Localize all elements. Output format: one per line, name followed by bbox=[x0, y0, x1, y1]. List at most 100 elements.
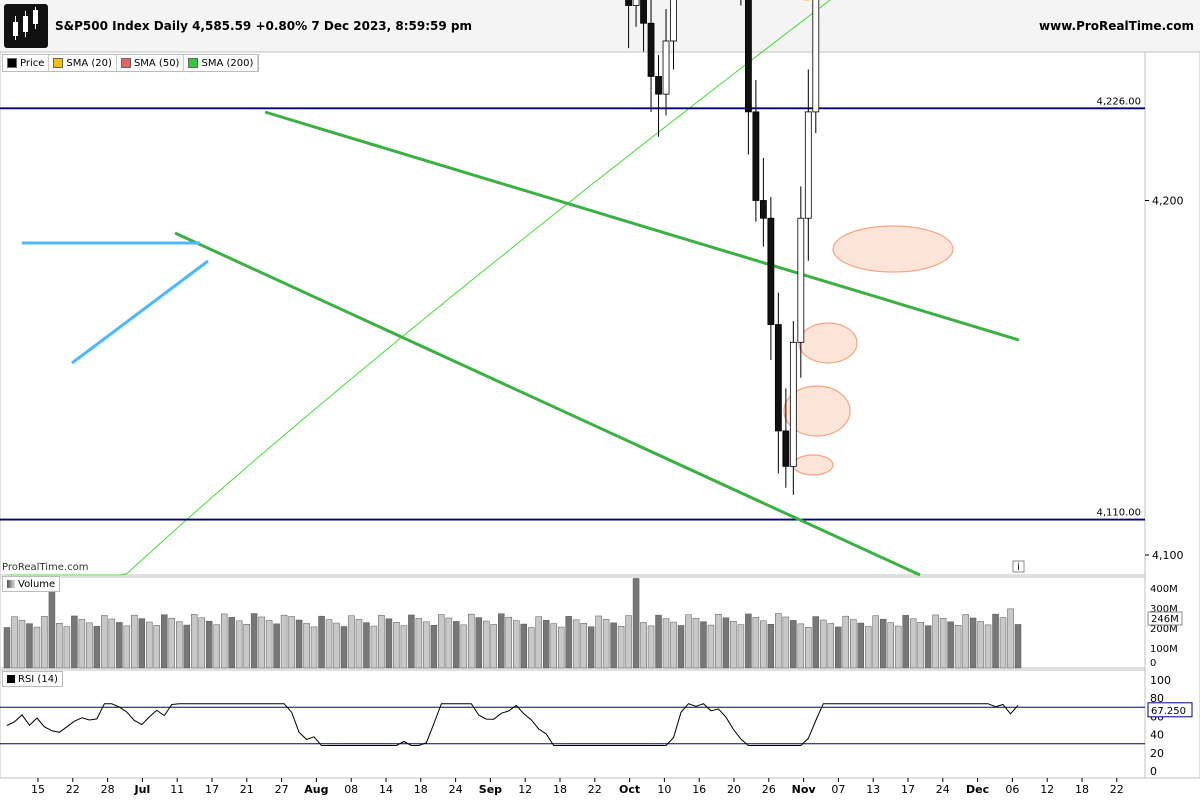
volume-bar bbox=[78, 619, 86, 669]
volume-bar bbox=[138, 618, 146, 669]
level-label: 4,226.00 bbox=[1096, 96, 1141, 107]
volume-bar bbox=[917, 621, 924, 669]
volume-bar bbox=[41, 616, 48, 669]
volume-bar bbox=[318, 615, 325, 669]
volume-bar bbox=[632, 578, 640, 669]
candle-body bbox=[812, 0, 820, 113]
volume-bar bbox=[453, 621, 460, 669]
candle-body bbox=[782, 430, 790, 467]
prorealtime-logo[interactable] bbox=[4, 4, 48, 48]
volume-bar bbox=[512, 620, 520, 669]
volume-bar bbox=[992, 613, 999, 669]
volume-bar bbox=[355, 618, 363, 669]
legend-item-sma50[interactable]: SMA (50) bbox=[117, 55, 185, 71]
candle-body bbox=[752, 111, 760, 201]
volume-bar bbox=[924, 625, 932, 669]
x-tick-label: 22 bbox=[66, 783, 80, 796]
volume-bar bbox=[954, 625, 962, 669]
volume-bar bbox=[483, 620, 490, 669]
rsi-panel-label[interactable]: RSI (14) bbox=[2, 671, 63, 687]
volume-bar bbox=[909, 618, 917, 669]
volume-bar bbox=[18, 619, 26, 669]
logo-candles-icon bbox=[13, 7, 38, 40]
x-tick-label: 24 bbox=[936, 783, 950, 796]
volume-bar bbox=[63, 626, 71, 669]
volume-bar bbox=[984, 624, 992, 669]
rsi-swatch bbox=[7, 675, 15, 683]
volume-bar bbox=[939, 618, 947, 669]
volume-panel-label[interactable]: Volume bbox=[2, 576, 61, 592]
volume-bar bbox=[475, 617, 483, 669]
volume-bar bbox=[280, 614, 288, 669]
volume-bar bbox=[535, 616, 542, 669]
brand-url[interactable]: www.ProRealTime.com bbox=[1039, 19, 1194, 33]
x-tick-label: 21 bbox=[240, 783, 254, 796]
volume-bar bbox=[1007, 608, 1014, 669]
volume-bar bbox=[760, 620, 767, 669]
volume-bar bbox=[685, 614, 692, 669]
volume-bar bbox=[183, 624, 190, 669]
volume-bar bbox=[468, 613, 475, 669]
candle-body bbox=[804, 111, 812, 219]
highlight-ellipse bbox=[798, 322, 858, 364]
highlight-ellipse bbox=[832, 225, 954, 273]
y-tick-label: 4,100 bbox=[1152, 549, 1184, 562]
legend-label: Price bbox=[20, 57, 45, 69]
volume-bar bbox=[11, 616, 18, 669]
x-tick-label: 14 bbox=[379, 783, 393, 796]
volume-bar bbox=[205, 620, 213, 669]
rsi-last-tag bbox=[1147, 702, 1193, 718]
volume-bar bbox=[864, 626, 872, 669]
legend-item-sma20[interactable]: SMA (20) bbox=[49, 55, 117, 71]
volume-bar bbox=[243, 624, 250, 669]
volume-bar bbox=[805, 627, 812, 669]
candle-body bbox=[670, 0, 677, 42]
rsi-last-label: 67.250 bbox=[1151, 706, 1186, 717]
volume-bar bbox=[790, 620, 797, 669]
volume-bar bbox=[662, 618, 670, 669]
volume-bar bbox=[228, 617, 235, 669]
legend-item-price[interactable]: Price bbox=[3, 55, 50, 71]
candle-body bbox=[632, 0, 640, 6]
candle-body bbox=[789, 341, 797, 467]
volume-bar bbox=[161, 614, 168, 669]
volume-bar bbox=[325, 619, 333, 669]
volume-bar bbox=[557, 626, 565, 669]
volume-bar bbox=[527, 627, 535, 669]
x-tick-label: 13 bbox=[866, 783, 880, 796]
x-tick-label: 27 bbox=[275, 783, 289, 796]
volume-bar bbox=[445, 617, 453, 669]
candle-body bbox=[662, 40, 670, 95]
x-tick-label: 08 bbox=[344, 783, 358, 796]
volume-bar bbox=[348, 615, 355, 669]
candle-body bbox=[759, 200, 767, 219]
volume-bar bbox=[168, 617, 176, 669]
volume-bar bbox=[235, 620, 243, 669]
volume-bar bbox=[48, 579, 56, 669]
volume-panel-frame bbox=[0, 576, 1146, 669]
volume-bar bbox=[385, 618, 393, 669]
info-icon-glyph: i bbox=[1017, 562, 1020, 573]
volume-bar bbox=[393, 621, 400, 669]
legend-swatch-sma50 bbox=[120, 58, 131, 68]
x-tick-label: 18 bbox=[553, 783, 567, 796]
volume-bar bbox=[288, 616, 295, 669]
volume-bar bbox=[827, 623, 835, 669]
volume-bar bbox=[1014, 624, 1022, 669]
volume-bar bbox=[962, 614, 969, 669]
volume-bar bbox=[932, 614, 939, 669]
channel-lower-line bbox=[174, 231, 921, 577]
price-panel-frame bbox=[0, 51, 1146, 576]
candle-body bbox=[767, 217, 775, 325]
price-legend: Price SMA (20) SMA (50) SMA (200) bbox=[2, 54, 260, 72]
volume-bar bbox=[610, 622, 617, 669]
x-tick-label: 15 bbox=[31, 783, 45, 796]
info-icon bbox=[1012, 560, 1025, 573]
legend-item-sma200[interactable]: SMA (200) bbox=[184, 55, 259, 71]
volume-y-tick-label: 100M bbox=[1150, 644, 1178, 655]
legend-swatch-sma20 bbox=[53, 58, 64, 68]
x-tick-label: 22 bbox=[588, 783, 602, 796]
candle-body bbox=[797, 217, 805, 343]
x-tick-label: Aug bbox=[304, 783, 328, 796]
